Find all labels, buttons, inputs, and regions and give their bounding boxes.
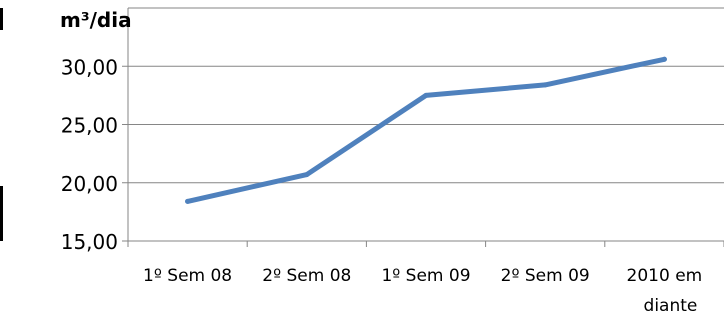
axes <box>122 8 724 247</box>
x-tick-label-line: diante <box>644 296 698 316</box>
y-axis-label: m³/dia <box>60 8 132 32</box>
data-point <box>542 82 548 88</box>
y-tick-label: 30,00 <box>61 55 118 79</box>
data-point <box>661 56 667 62</box>
x-tick-label: 1º Sem 09 <box>381 266 470 286</box>
x-tick-label: 2010 em diante <box>627 266 703 316</box>
data-point <box>423 92 429 98</box>
y-tick-label: 25,00 <box>61 114 118 138</box>
x-tick-label-line: 1º Sem 08 <box>143 266 232 286</box>
x-tick-label: 2º Sem 09 <box>501 266 590 286</box>
y-tick-label: 15,00 <box>61 230 118 254</box>
x-tick-label-line: 2º Sem 08 <box>262 266 351 286</box>
y-tick-label: 20,00 <box>61 172 118 196</box>
gridlines <box>128 7 724 184</box>
series-line <box>185 56 667 204</box>
x-tick-label-line: 2010 em <box>627 266 703 286</box>
data-point <box>185 198 191 204</box>
x-tick-label-line: 2º Sem 09 <box>501 266 590 286</box>
x-tick-label: 1º Sem 08 <box>143 266 232 286</box>
x-tick-label: 2º Sem 08 <box>262 266 351 286</box>
left-edge-mark <box>0 186 3 241</box>
series-group <box>185 56 667 204</box>
y-tick-labels: 15,00 20,00 25,00 30,00 <box>61 55 118 254</box>
x-tick-label-line: 1º Sem 09 <box>381 266 470 286</box>
data-point <box>304 172 310 178</box>
x-tick-labels: 1º Sem 08 2º Sem 08 1º Sem 09 2º Sem 09 2010… <box>143 266 702 316</box>
left-edge-mark <box>0 8 3 30</box>
